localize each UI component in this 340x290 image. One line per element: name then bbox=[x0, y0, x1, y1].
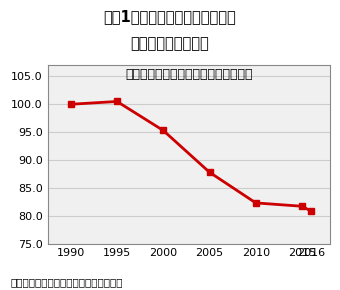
Text: 日本ではアルコール離れが進んでいる: 日本ではアルコール離れが進んでいる bbox=[125, 68, 252, 81]
Text: （単位：リットル）: （単位：リットル） bbox=[131, 37, 209, 52]
Text: 出所：内閣府資料をもとに東洋証券作成: 出所：内閣府資料をもとに東洋証券作成 bbox=[10, 277, 123, 287]
Text: 成人1人当たり酒類消費量の推移: 成人1人当たり酒類消費量の推移 bbox=[104, 10, 236, 24]
